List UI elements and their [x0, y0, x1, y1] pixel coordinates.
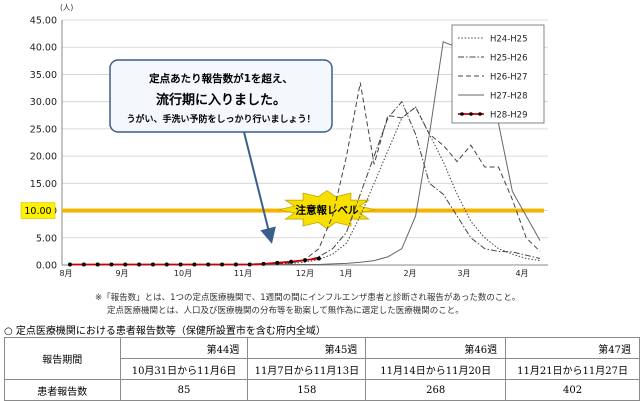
y-tick-label: 20.00: [30, 152, 57, 163]
warning-level-axis-highlight: [20, 202, 56, 219]
y-tick-label: 40.00: [30, 43, 57, 54]
x-month-label: 1月: [339, 269, 352, 278]
data-point: [206, 262, 211, 267]
week-46: 第46週: [365, 337, 507, 359]
callout-line-1: 定点あたり報告数が1を超え、: [148, 72, 293, 85]
data-point: [137, 262, 142, 267]
y-tick-label: 45.00: [30, 16, 57, 27]
axes: 0.005.0010.0015.0020.0025.0030.0035.0040…: [30, 3, 548, 278]
week-47: 第47週: [505, 337, 640, 359]
data-point: [109, 262, 114, 267]
y-tick-label: 30.00: [30, 97, 57, 108]
range-44: 10月31日から11月6日: [119, 358, 249, 380]
data-point: [81, 262, 86, 267]
count-45: 158: [247, 379, 367, 401]
legend-label: H26-H27: [490, 73, 527, 83]
legend-label: H25-H26: [490, 54, 527, 64]
callout-line-3: うがい、手洗い予防をしっかり行いましょう！: [126, 113, 315, 125]
table-row-weeks: 報告期間 第44週 第45週 第46週 第47週: [4, 337, 640, 380]
x-month-label: 4月: [515, 269, 528, 278]
warning-band: 10.00 注意報レベル: [20, 190, 544, 230]
x-month-label: 8月: [59, 269, 72, 278]
callout-arrow: [243, 131, 276, 244]
week-45: 第45週: [247, 337, 367, 359]
x-month-label: 12月: [296, 269, 314, 278]
data-point: [303, 258, 307, 263]
callout: 定点あたり報告数が1を超え、流行期に入りました。うがい、手洗い予防をしっかり行い…: [109, 59, 333, 244]
y-tick-label: 35.00: [30, 70, 57, 81]
x-month-label: 11月: [234, 269, 252, 278]
x-month-label: 2月: [403, 269, 416, 278]
table-header-period: 報告期間: [4, 337, 121, 380]
week-44: 第44週: [119, 337, 249, 359]
data-point: [178, 262, 183, 267]
x-month-label: 9月: [115, 269, 128, 278]
data-point: [95, 262, 100, 267]
callout-box: [109, 59, 333, 133]
legend-label: H27-H28: [490, 92, 527, 102]
count-47: 402: [505, 379, 640, 401]
x-month-label: 3月: [457, 269, 470, 278]
range-45: 11月7日から11月13日: [247, 358, 367, 380]
count-44: 85: [119, 379, 249, 401]
data-point: [123, 262, 128, 267]
legend-box: [451, 24, 545, 124]
data-point: [192, 262, 197, 267]
data-point: [164, 262, 169, 267]
warning-level-axis-label: 10.00: [24, 206, 51, 217]
report-table: 報告期間 第44週 第45週 第46週 第47週 10月31日から11月6日 1…: [4, 337, 640, 401]
note-sentinel-definition: 定点医療機関とは、人口及び医療機関の分布等を勘案して無作為に選定した医療機関のこ…: [107, 306, 464, 316]
legend-marker: [460, 112, 464, 116]
data-point: [316, 256, 321, 261]
warning-burst-label: 注意報レベル: [296, 204, 359, 217]
count-label: 患者報告数: [4, 379, 121, 401]
range-47: 11月21日から11月27日: [505, 358, 640, 380]
data-point: [247, 262, 252, 267]
x-month-label: 10月: [174, 269, 192, 278]
influenza-chart: 0.00 5.00 10.00 15.00 20.00 25.00 30.00 35.00 40…: [20, 3, 548, 278]
y-tick-label: 0.00: [36, 261, 57, 272]
data-point: [220, 262, 225, 267]
data-point: [261, 261, 266, 266]
count-46: 268: [365, 379, 507, 401]
y-axis-unit-label: (人): [60, 3, 73, 12]
legend-label: H28-H29: [490, 111, 527, 121]
data-point: [68, 262, 72, 267]
series-line-h24-h25: [70, 106, 541, 265]
range-46: 11月14日から11月20日: [365, 358, 507, 380]
data-point: [275, 260, 280, 265]
legend: H24-H25 H25-H26 H26-H27 H27-H28 H28-H29: [451, 24, 545, 124]
warning-burst-badge: [278, 190, 376, 230]
legend-label: H24-H25: [490, 35, 527, 45]
legend-marker: [478, 112, 482, 116]
note-report-count: ※「報告数」とは、1つの定点医療機関で、1週間の間にインフルエンザ患者と診断され…: [95, 293, 521, 303]
section-title: ○ 定点医療機関における患者報告数等（保健所設置市を含む府内全域）: [4, 326, 326, 337]
y-tick-label: 5.00: [36, 233, 57, 244]
data-point: [233, 262, 238, 267]
data-point: [150, 262, 155, 267]
y-tick-label: 15.00: [30, 179, 57, 190]
y-tick-label: 25.00: [30, 124, 57, 135]
data-point: [289, 259, 294, 264]
legend-marker: [469, 112, 473, 116]
callout-line-2: 流行期に入りました。: [156, 92, 286, 108]
table-row-counts: 患者報告数 85 158 268 402: [4, 379, 640, 401]
